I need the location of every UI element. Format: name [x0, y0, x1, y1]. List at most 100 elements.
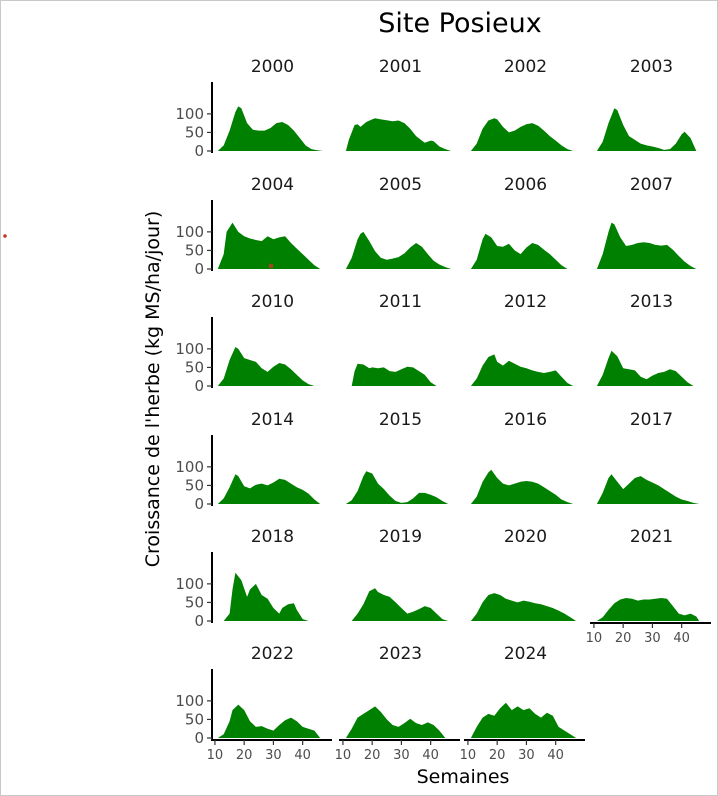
y-axis-title: Croissance de l'herbe (kg MS/ha/jour) [142, 211, 164, 567]
y-tick-label: 50 [185, 710, 204, 728]
x-tick-label: 20 [489, 748, 506, 763]
area-series [345, 231, 452, 269]
x-tick-label: 20 [236, 748, 253, 763]
area-series [217, 106, 324, 151]
facet-title: 2016 [504, 410, 547, 430]
y-tick-label: 100 [175, 458, 204, 476]
y-tick-label: 50 [185, 123, 204, 141]
facet-panel-2024: 2024 10 20 30 40 [460, 644, 585, 763]
facet-title: 2018 [251, 527, 294, 547]
y-tick-label: 50 [185, 593, 204, 611]
facet-title: 2017 [630, 410, 673, 430]
facet-panel-2020: 2020 [470, 527, 577, 621]
facet-title: 2015 [379, 410, 422, 430]
facet-panel-2006: 2006 [470, 175, 568, 269]
facet-panel-2005: 2005 [345, 175, 452, 269]
area-series [470, 354, 574, 386]
x-tick-label: 10 [586, 631, 603, 646]
facet-title: 2019 [379, 527, 422, 547]
facet-panel-2019: 2019 [351, 527, 449, 621]
facet-title: 2006 [504, 175, 547, 195]
x-tick-label: 40 [294, 748, 311, 763]
facet-panel-2023: 2023 10 20 30 40 [335, 644, 460, 763]
x-tick-label: 10 [207, 748, 224, 763]
x-tick-label: 40 [673, 631, 690, 646]
x-tick-label: 40 [547, 748, 564, 763]
y-tick-label: 0 [194, 729, 204, 747]
area-series [345, 118, 452, 151]
area-series [596, 474, 700, 504]
facet-title: 2014 [251, 410, 294, 430]
area-series [470, 702, 577, 738]
x-tick-label: 30 [393, 748, 410, 763]
facet-panel-2011: 2011 [351, 292, 437, 386]
x-tick-label: 40 [422, 748, 439, 763]
facet-panel-2016: 2016 [470, 410, 574, 504]
area-series [217, 347, 315, 386]
x-tick-label: 20 [615, 631, 632, 646]
area-series [596, 598, 700, 621]
y-tick-label: 100 [175, 692, 204, 710]
facet-title: 2023 [379, 644, 422, 664]
y-tick-label: 100 [175, 105, 204, 123]
facet-title: 2003 [630, 57, 673, 77]
y-tick-label: 0 [194, 142, 204, 160]
facet-panel-2017: 2017 [596, 410, 700, 504]
facet-title: 2021 [630, 527, 673, 547]
facet-panel-2013: 2013 [596, 292, 694, 386]
area-series [470, 593, 577, 621]
facet-panel-2003: 2003 [596, 57, 697, 151]
facet-title: 2011 [379, 292, 422, 312]
facet-title: 2005 [379, 175, 422, 195]
area-series [470, 118, 574, 151]
facet-title: 2010 [251, 292, 294, 312]
area-series [596, 222, 697, 269]
facet-title: 2022 [251, 644, 294, 664]
area-series [351, 363, 437, 386]
area-series [351, 588, 449, 621]
area-series [223, 572, 309, 621]
y-tick-label: 100 [175, 575, 204, 593]
stray-dot-marker [3, 234, 7, 238]
facet-title: 2001 [379, 57, 422, 77]
x-tick-label: 30 [518, 748, 535, 763]
area-series [345, 471, 449, 504]
area-series [470, 469, 574, 504]
chart-title: Site Posieux [378, 8, 542, 39]
stray-dot-marker [268, 263, 274, 269]
y-tick-label: 50 [185, 358, 204, 376]
facet-panel-2002: 2002 [470, 57, 574, 151]
facet-panel-2021: 2021 10 20 30 40 [586, 527, 711, 646]
x-axis-title: Semaines [417, 766, 510, 788]
y-tick-label: 50 [185, 476, 204, 494]
y-tick-label: 50 [185, 241, 204, 259]
x-tick-label: 30 [644, 631, 661, 646]
x-tick-label: 10 [335, 748, 352, 763]
area-series [345, 706, 446, 738]
area-series [217, 704, 321, 738]
facet-title: 2024 [504, 644, 547, 664]
facet-panel-2015: 2015 [345, 410, 449, 504]
x-tick-label: 20 [364, 748, 381, 763]
y-tick-label: 100 [175, 340, 204, 358]
facet-title: 2020 [504, 527, 547, 547]
facet-panel-2012: 2012 [470, 292, 574, 386]
y-tick-label: 100 [175, 223, 204, 241]
area-series [470, 233, 568, 269]
facet-title: 2012 [504, 292, 547, 312]
facet-panel-2007: 2007 [596, 175, 697, 269]
facet-title: 2000 [251, 57, 294, 77]
area-series [217, 222, 321, 269]
y-tick-label: 0 [194, 260, 204, 278]
area-series [217, 474, 321, 504]
facet-title: 2004 [251, 175, 294, 195]
